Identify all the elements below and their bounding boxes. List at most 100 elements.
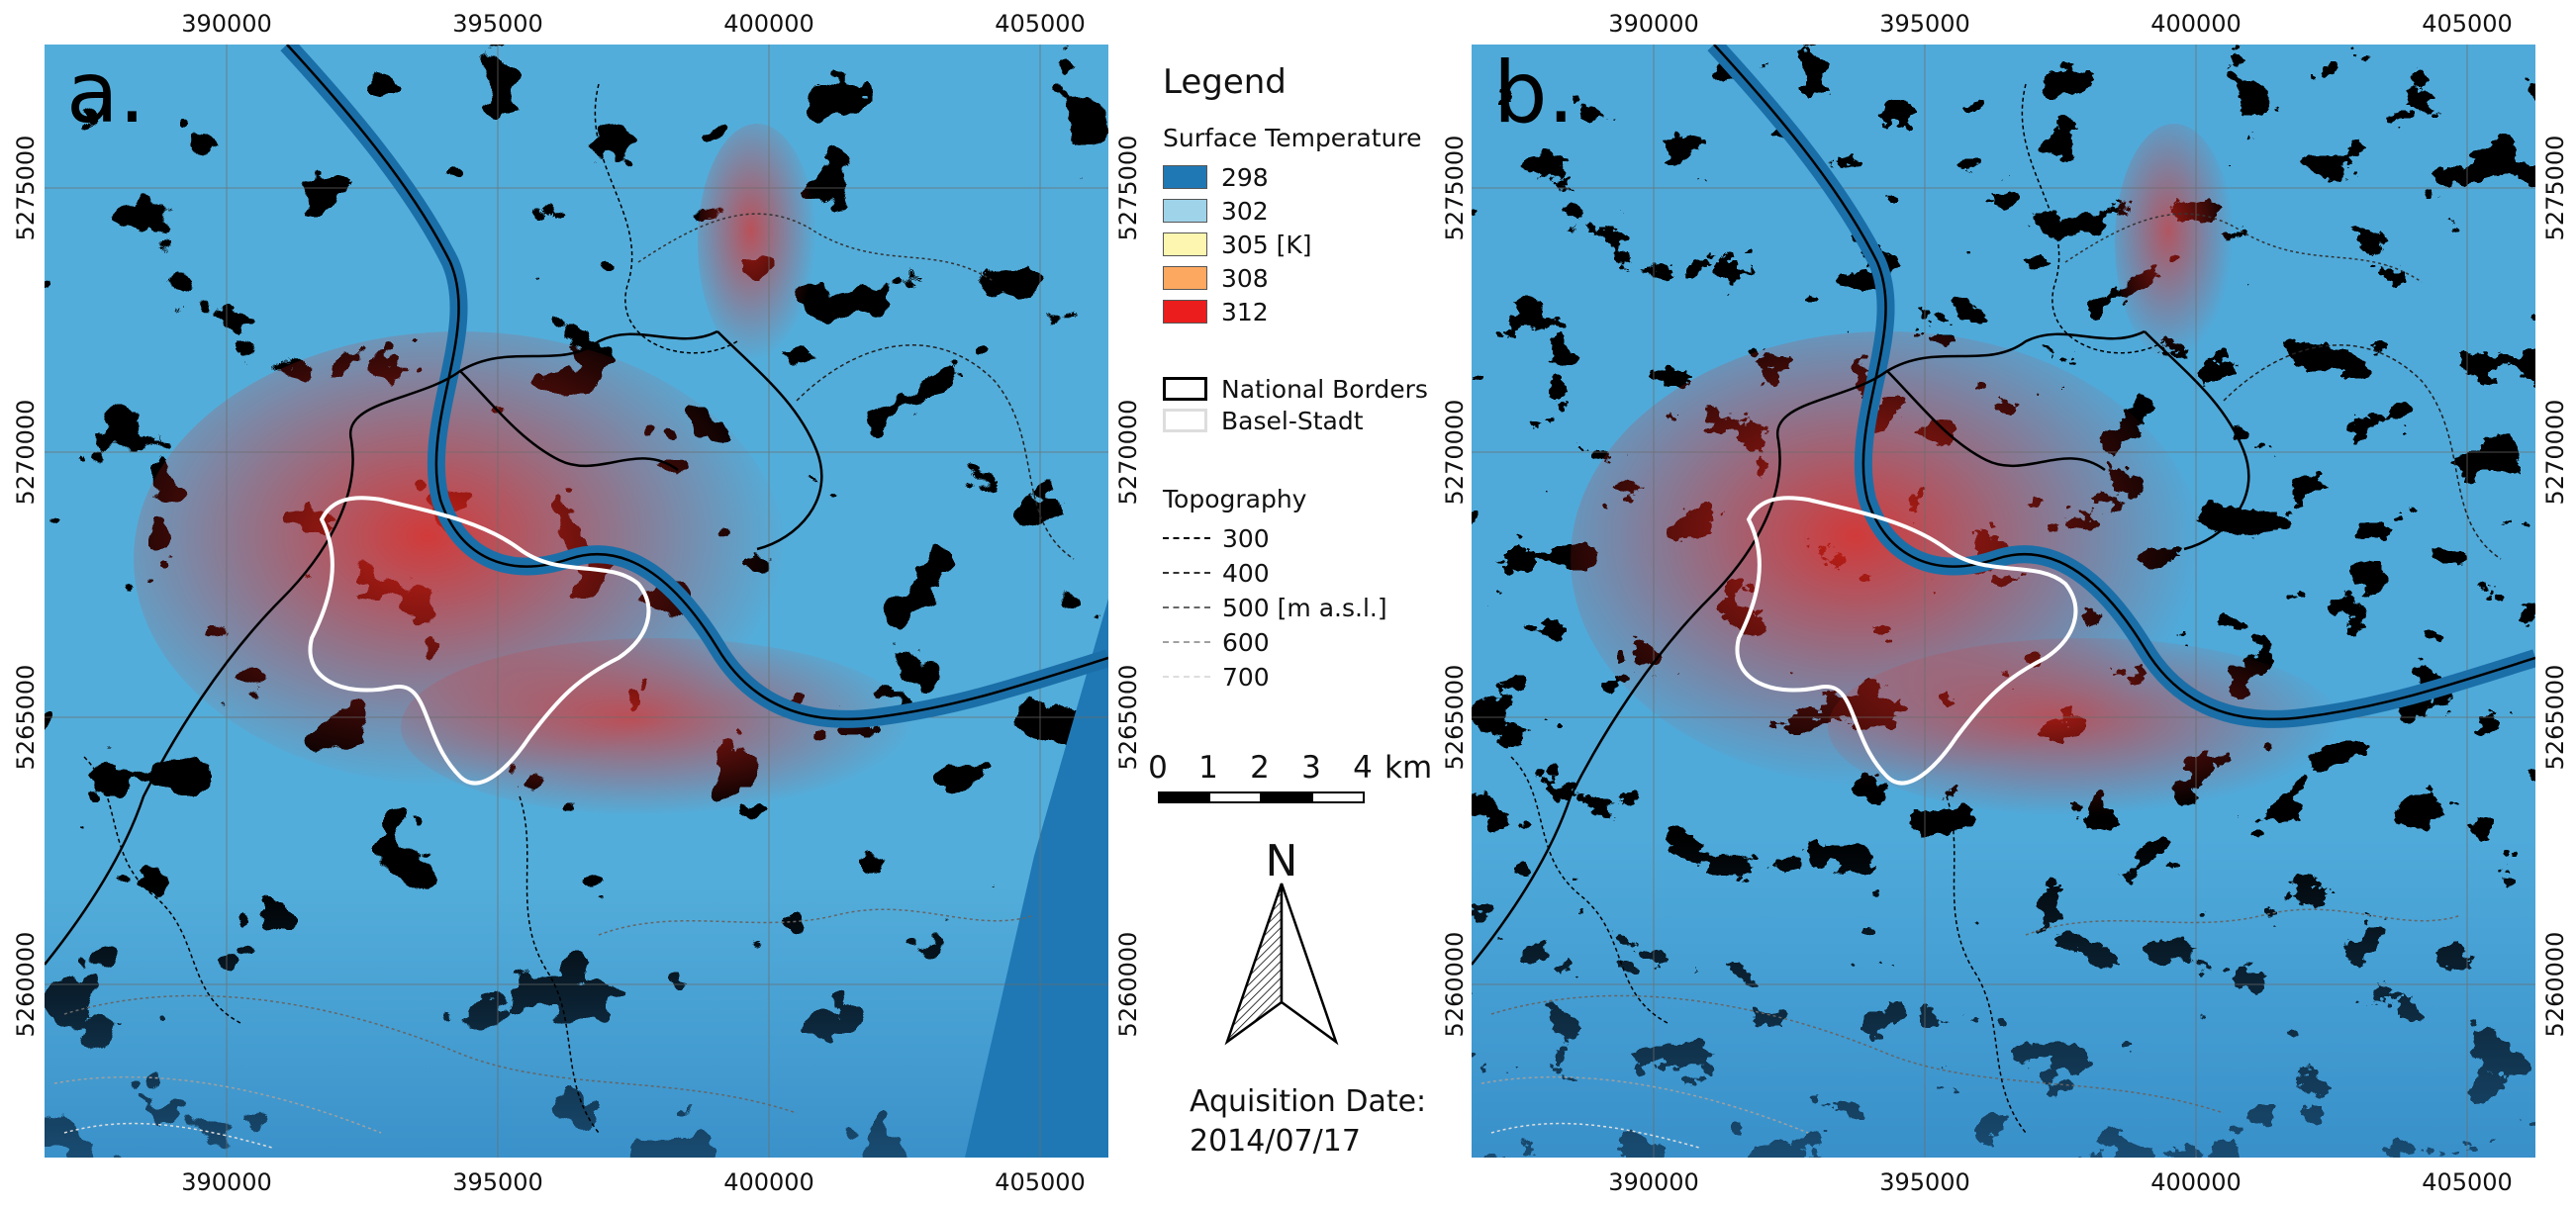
- border-label: National Borders: [1221, 374, 1428, 404]
- x-tick-top-a: 405000: [995, 10, 1086, 38]
- scale-segment: [1158, 791, 1210, 803]
- x-tick-top-b: 395000: [1879, 10, 1970, 38]
- scale-segment: [1311, 791, 1365, 803]
- contour-line-sample: [1163, 606, 1210, 608]
- x-tick-top-a: 390000: [181, 10, 272, 38]
- legend-title: Legend: [1163, 62, 1287, 102]
- topography-level-label: 700: [1222, 662, 1270, 692]
- temperature-class-label: 298: [1221, 162, 1269, 192]
- y-tick-left-b: 5260000: [1441, 931, 1469, 1038]
- national-borders: [1472, 329, 2250, 966]
- border-entry: National Borders: [1163, 374, 1428, 404]
- basel-stadt-border: [308, 496, 651, 786]
- topography-level: 300: [1163, 523, 1270, 553]
- topography-heading: Topography: [1163, 485, 1307, 513]
- north-arrow: N: [1212, 836, 1351, 1049]
- topography-level-label: 600: [1222, 627, 1270, 657]
- y-tick-right-a: 5265000: [1114, 664, 1142, 771]
- map-panel-b: b.: [1472, 45, 2535, 1158]
- x-tick-bottom-b: 395000: [1879, 1168, 1970, 1196]
- y-tick-left-a: 5275000: [12, 135, 40, 241]
- y-tick-left-a: 5260000: [12, 931, 40, 1038]
- x-tick-top-b: 390000: [1608, 10, 1699, 38]
- x-tick-top-a: 400000: [723, 10, 814, 38]
- x-tick-bottom-a: 400000: [723, 1168, 814, 1196]
- topography-contours: [53, 83, 1075, 1149]
- y-tick-left-b: 5275000: [1441, 135, 1469, 241]
- x-tick-bottom-b: 405000: [2422, 1168, 2513, 1196]
- surface-temperature-heading: Surface Temperature: [1163, 124, 1422, 152]
- scale-bar: 0 1 2 3 4 km: [1148, 750, 1448, 809]
- temperature-map-b: [1472, 45, 2535, 1158]
- panel-label-b: b.: [1493, 45, 1574, 142]
- temperature-class-label: 305 [K]: [1221, 230, 1312, 259]
- color-swatch: [1163, 266, 1207, 290]
- x-tick-top-b: 400000: [2150, 10, 2242, 38]
- x-tick-top-b: 405000: [2422, 10, 2513, 38]
- temperature-class: 305 [K]: [1163, 230, 1312, 259]
- scale-label: 3: [1301, 750, 1321, 786]
- north-arrow-icon: [1224, 883, 1339, 1046]
- topography-level: 500 [m a.s.l.]: [1163, 593, 1387, 622]
- acquisition-label: Aquisition Date:: [1190, 1084, 1427, 1119]
- y-tick-right-a: 5270000: [1114, 399, 1142, 506]
- x-tick-bottom-b: 390000: [1608, 1168, 1699, 1196]
- scale-unit: km: [1384, 750, 1433, 786]
- topography-level-label: 400: [1222, 558, 1270, 588]
- y-tick-right-b: 5260000: [2541, 931, 2569, 1038]
- temperature-class-label: 308: [1221, 263, 1269, 293]
- x-tick-top-a: 395000: [452, 10, 543, 38]
- border-swatch: [1163, 409, 1207, 432]
- topography-level: 700: [1163, 662, 1270, 692]
- x-tick-bottom-b: 400000: [2150, 1168, 2242, 1196]
- no-data-area: [965, 599, 1108, 1158]
- contour-line-sample: [1163, 572, 1210, 574]
- north-label: N: [1265, 836, 1298, 886]
- border-entry: Basel-Stadt: [1163, 406, 1364, 435]
- y-tick-right-b: 5265000: [2541, 664, 2569, 771]
- y-tick-right-a: 5260000: [1114, 931, 1142, 1038]
- scale-label: 1: [1198, 750, 1218, 786]
- color-swatch: [1163, 300, 1207, 324]
- topography-level: 600: [1163, 627, 1270, 657]
- color-swatch: [1163, 165, 1207, 189]
- y-tick-left-a: 5270000: [12, 399, 40, 506]
- temperature-class: 312: [1163, 298, 1269, 326]
- map-panel-a: a.: [45, 45, 1108, 1158]
- y-tick-left-b: 5270000: [1441, 399, 1469, 506]
- contour-line-sample: [1163, 641, 1210, 643]
- topography-level-label: 500 [m a.s.l.]: [1222, 593, 1387, 622]
- basel-stadt-border: [1735, 496, 2078, 786]
- x-tick-bottom-a: 395000: [452, 1168, 543, 1196]
- scale-segment: [1260, 791, 1313, 803]
- topography-level-label: 300: [1222, 523, 1270, 553]
- acquisition-date-value: 2014/07/17: [1190, 1124, 1361, 1159]
- temperature-class: 298: [1163, 162, 1269, 192]
- y-tick-right-b: 5275000: [2541, 135, 2569, 241]
- topography-contours: [1480, 83, 2502, 1149]
- scale-label: 2: [1250, 750, 1270, 786]
- temperature-class-label: 302: [1221, 196, 1269, 226]
- contour-line-sample: [1163, 676, 1210, 678]
- panel-label-a: a.: [66, 45, 146, 142]
- contour-line-sample: [1163, 537, 1210, 539]
- y-tick-right-a: 5275000: [1114, 135, 1142, 241]
- scale-label: 0: [1148, 750, 1168, 786]
- scale-label: 4: [1353, 750, 1373, 786]
- national-borders: [45, 329, 823, 966]
- border-label: Basel-Stadt: [1221, 406, 1364, 435]
- temperature-map-a: [45, 45, 1108, 1158]
- temperature-class: 308: [1163, 263, 1269, 293]
- scale-segment: [1208, 791, 1262, 803]
- topography-level: 400: [1163, 558, 1270, 588]
- acquisition-date: Aquisition Date: 2014/07/17: [1190, 1082, 1426, 1162]
- y-tick-right-b: 5270000: [2541, 399, 2569, 506]
- y-tick-left-a: 5265000: [12, 664, 40, 771]
- temperature-class: 302: [1163, 196, 1269, 226]
- border-swatch: [1163, 377, 1207, 401]
- color-swatch: [1163, 199, 1207, 223]
- temperature-class-label: 312: [1221, 297, 1269, 326]
- x-tick-bottom-a: 390000: [181, 1168, 272, 1196]
- x-tick-bottom-a: 405000: [995, 1168, 1086, 1196]
- color-swatch: [1163, 232, 1207, 256]
